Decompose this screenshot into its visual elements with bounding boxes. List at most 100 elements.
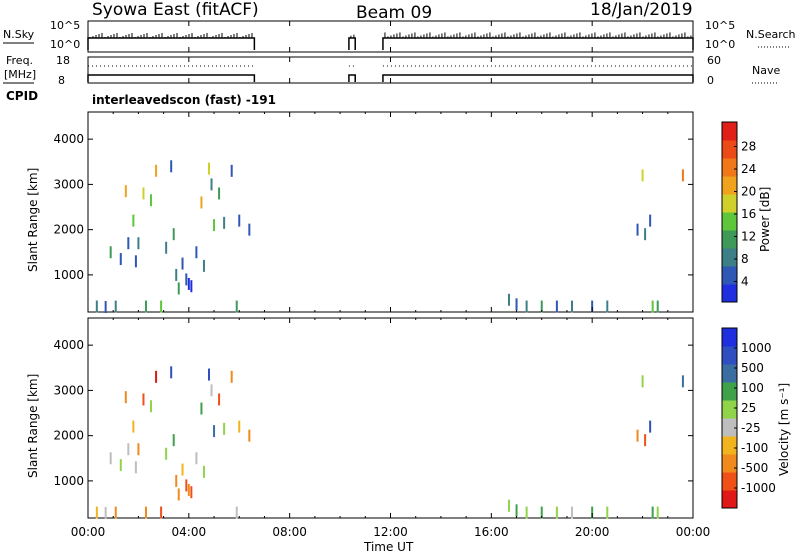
power-ytick-label: 2000 [53, 223, 84, 237]
power-data-point [172, 228, 175, 241]
freq-tick-bottom: 8 [58, 74, 65, 87]
velocity-data-point [114, 506, 117, 519]
velocity-data-point [132, 420, 135, 433]
velocity-colorbar-tick: -500 [741, 461, 768, 475]
power-data-point [187, 277, 190, 290]
power-ylabel: Slant Range [km] [26, 168, 40, 272]
power-ytick-label: 4000 [53, 132, 84, 146]
time-xlabel: Time UT [363, 540, 414, 554]
date-label: 18/Jan/2019 [590, 0, 693, 20]
velocity-data-point [177, 488, 180, 501]
velocity-data-point [109, 452, 112, 465]
xtick-label: 20:00 [575, 525, 610, 539]
power-data-point [218, 187, 221, 200]
power-data-point [636, 223, 639, 236]
velocity-colorbar-swatch [722, 346, 737, 365]
velocity-data-point [134, 461, 137, 474]
velocity-colorbar-swatch [722, 454, 737, 473]
power-colorbar-tick: 4 [741, 275, 749, 289]
cpid-label: CPID [6, 89, 38, 103]
power-data-point [202, 259, 205, 272]
velocity-data-point [606, 506, 609, 519]
power-data-point [104, 301, 107, 314]
power-colorbar-swatch [722, 284, 737, 303]
power-data-point [195, 246, 198, 259]
power-colorbar-tick: 24 [741, 162, 756, 176]
velocity-data-point [127, 443, 130, 456]
power-data-point [200, 196, 203, 209]
freq-segment [87, 74, 256, 82]
freq-label: Freq. [6, 54, 33, 67]
xtick-label: 00:00 [676, 525, 711, 539]
velocity-ytick-label: 1000 [53, 474, 84, 488]
velocity-data-point [218, 393, 221, 406]
velocity-data-point [175, 474, 178, 487]
power-data-point [190, 280, 193, 293]
power-data-point [649, 214, 652, 227]
velocity-colorbar-label: Velocity [m s⁻¹] [777, 383, 791, 476]
power-colorbar-swatch [722, 230, 737, 249]
velocity-data-point [172, 434, 175, 447]
velocity-ytick-label: 4000 [53, 338, 84, 352]
velocity-data-point [641, 375, 644, 388]
power-data-point [124, 185, 127, 198]
power-data-point [656, 300, 659, 313]
velocity-colorbar-tick: 25 [741, 401, 756, 415]
velocity-colorbar-tick: 500 [741, 361, 764, 375]
power-data-point [175, 268, 178, 281]
power-colorbar-tick: 12 [741, 230, 756, 244]
velocity-data-point [525, 506, 528, 519]
power-data-point [235, 300, 238, 313]
nave-tick-bottom: 0 [707, 74, 714, 87]
velocity-ytick-label: 2000 [53, 429, 84, 443]
power-data-point [210, 178, 213, 191]
xtick-label: 16:00 [474, 525, 509, 539]
velocity-data-point [591, 506, 594, 519]
power-colorbar-tick: 28 [741, 140, 756, 154]
power-data-point [651, 300, 654, 313]
power-data-point [142, 187, 145, 200]
power-data-point [144, 300, 147, 313]
xtick-label: 00:00 [71, 525, 106, 539]
velocity-data-point [165, 447, 168, 460]
power-data-point [230, 164, 233, 177]
velocity-ylabel: Slant Range [km] [26, 374, 40, 478]
velocity-data-point [210, 384, 213, 397]
velocity-colorbar-swatch [722, 436, 737, 455]
power-data-point [109, 246, 112, 259]
velocity-data-point [656, 506, 659, 519]
velocity-data-point [124, 391, 127, 404]
velocity-data-point [155, 370, 158, 383]
velocity-data-point [185, 479, 188, 492]
velocity-data-point [170, 366, 173, 379]
velocity-colorbar-swatch [722, 472, 737, 491]
power-colorbar-swatch [722, 248, 737, 267]
power-data-point [181, 257, 184, 270]
power-data-point [644, 228, 647, 241]
velocity-data-point [119, 459, 122, 472]
nsearch-label: N.Search [746, 28, 796, 41]
velocity-data-point [195, 452, 198, 465]
power-ytick-label: 1000 [53, 268, 84, 282]
power-panel-frame [87, 111, 694, 313]
nsky-segment [87, 37, 256, 50]
velocity-data-point [238, 420, 241, 433]
power-data-point [127, 237, 130, 250]
power-colorbar-swatch [722, 122, 737, 141]
velocity-colorbar-tick: 100 [741, 381, 764, 395]
velocity-data-point [190, 486, 193, 499]
power-data-point [170, 160, 173, 173]
power-colorbar-tick: 8 [741, 252, 749, 266]
power-colorbar-frame [721, 121, 738, 303]
velocity-data-point [651, 506, 654, 519]
nsearch-tick-bottom: 10^0 [705, 38, 735, 51]
velocity-colorbar-tick: 1000 [741, 341, 772, 355]
velocity-data-point [507, 499, 510, 512]
power-colorbar-swatch [722, 194, 737, 213]
power-yticks: 1000 2000 3000 4000 [53, 132, 693, 282]
velocity-colorbar-swatch [722, 400, 737, 419]
power-colorbar-swatch [722, 158, 737, 177]
velocity-colorbar-frame [721, 327, 738, 509]
power-colorbar-swatch [722, 266, 737, 285]
power-data-point [95, 300, 98, 313]
